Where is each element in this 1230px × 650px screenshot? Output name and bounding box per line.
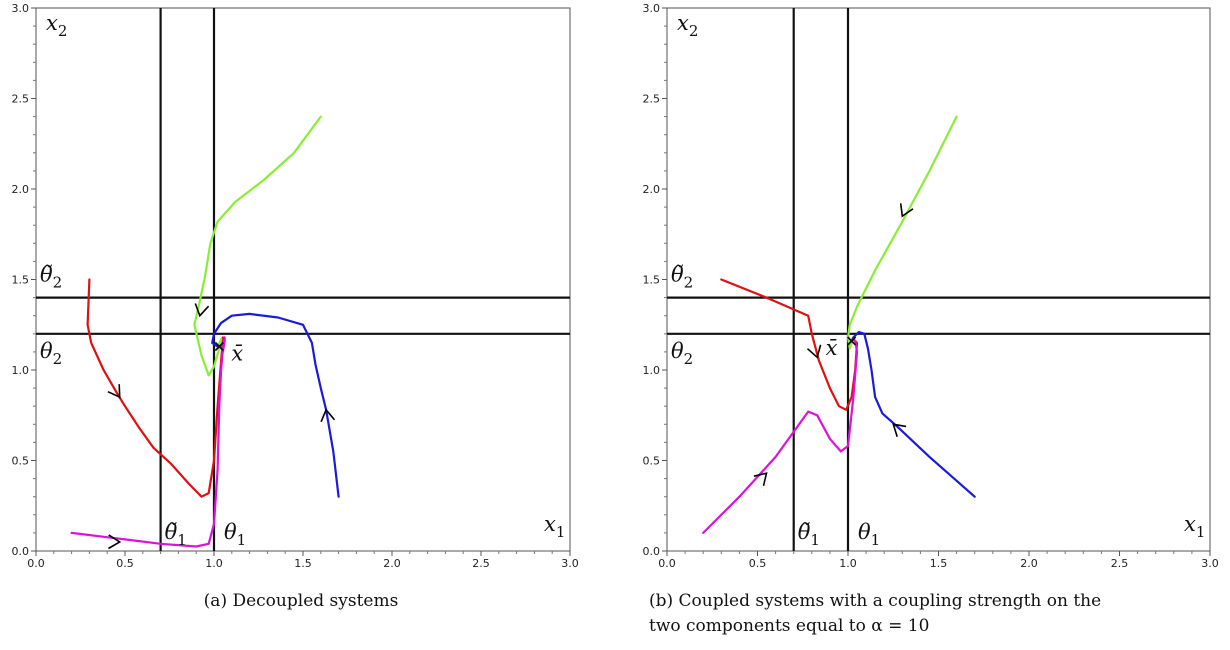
theta1-tilde-label-symbol: θ̃ — [165, 520, 178, 544]
equilibrium-label: x̄ — [231, 341, 243, 365]
theta1-label-symbol: θ — [224, 520, 237, 544]
theta1-label: θ1 — [224, 520, 246, 549]
y-tick-label: 1.0 — [12, 364, 30, 377]
plot-frame — [666, 7, 1211, 552]
direction-arrow — [899, 203, 914, 218]
theta1-tilde-label-subscript: 1 — [177, 531, 187, 549]
x-tick-label: 0.5 — [749, 557, 767, 570]
theta2-label-subscript: 2 — [53, 350, 63, 368]
direction-arrow — [108, 534, 122, 550]
theta1-label-subscript: 1 — [871, 531, 881, 549]
theta2-label: θ2 — [671, 339, 693, 368]
direction-arrow — [892, 423, 907, 437]
caption-line-1: (b) Coupled systems with a coupling stre… — [649, 591, 1101, 611]
theta2-tilde-label-symbol: θ̃ — [40, 263, 53, 287]
equilibrium-marker — [846, 336, 857, 346]
x-tick-label: 2.5 — [472, 557, 490, 570]
theta2-tilde-label-subscript: 2 — [53, 274, 63, 292]
theta1-tilde-label: θ̃1 — [798, 520, 820, 549]
y-tick-label: 2.0 — [643, 183, 661, 196]
y-axis-label-subscript: 2 — [689, 22, 699, 40]
x-tick-label: 0.0 — [658, 557, 676, 570]
y-axis-label-symbol: x — [46, 11, 58, 35]
y-tick-label: 0.0 — [12, 545, 30, 558]
x-axis-label: x1 — [544, 512, 565, 541]
direction-arrow — [753, 472, 768, 486]
x-axis-label-symbol: x — [1184, 512, 1196, 536]
y-tick-label: 1.5 — [643, 274, 661, 287]
x-tick-label: 1.0 — [839, 557, 857, 570]
plot-frame — [35, 7, 571, 552]
direction-arrow — [320, 408, 336, 423]
theta2-tilde-label-subscript: 2 — [684, 274, 694, 292]
theta2-tilde-label-symbol: θ̃ — [671, 263, 684, 287]
y-tick-label: 1.0 — [643, 364, 661, 377]
y-tick-label: 2.5 — [643, 93, 661, 106]
y-tick-label: 2.5 — [12, 93, 30, 106]
x-tick-label: 1.5 — [930, 557, 948, 570]
caption: (a) Decoupled systems — [204, 591, 399, 611]
y-tick-label: 0.0 — [643, 545, 661, 558]
theta2-tilde-label: θ̃2 — [40, 263, 62, 292]
y-axis-label: x2 — [46, 11, 67, 40]
trajectory-line-4 — [70, 336, 226, 548]
y-tick-label: 3.0 — [643, 2, 661, 15]
x-tick-label: 3.0 — [561, 557, 579, 570]
trajectory-line-4 — [702, 339, 859, 535]
theta2-label: θ2 — [40, 339, 62, 368]
y-tick-label: 1.5 — [12, 274, 30, 287]
theta1-tilde-label-symbol: θ̃ — [798, 520, 811, 544]
theta1-label-subscript: 1 — [237, 531, 247, 549]
trajectory-line-2 — [193, 115, 322, 377]
x-tick-label: 1.5 — [294, 557, 312, 570]
theta2-label-subscript: 2 — [684, 350, 694, 368]
y-tick-label: 0.5 — [12, 455, 30, 468]
panel-a: 0.0 0.5 1.0 1.5 2.0 2.5 3.0 0.0 0.5 1.0 1.5 2.0 2.5 3… — [12, 2, 579, 611]
theta1-label: θ1 — [858, 520, 880, 549]
theta2-label-symbol: θ — [40, 339, 53, 363]
direction-arrow — [806, 344, 822, 359]
y-tick-label: 2.0 — [12, 183, 30, 196]
trajectory-line-3 — [211, 312, 340, 498]
equilibrium-label: x̄ — [826, 336, 838, 360]
theta1-tilde-label-subscript: 1 — [810, 531, 820, 549]
trajectory-line-2 — [846, 115, 958, 350]
theta1-tilde-label: θ̃1 — [165, 520, 187, 549]
y-axis-label-symbol: x — [677, 11, 689, 35]
x-tick-label: 2.0 — [383, 557, 401, 570]
panel-b: 0.0 0.5 1.0 1.5 2.0 2.5 3.0 0.0 0.5 1.0 1.5 2.0 2.5 3… — [643, 2, 1219, 636]
equilibrium-marker — [214, 341, 224, 352]
x-tick-label: 0.0 — [27, 557, 45, 570]
direction-arrow — [194, 303, 210, 318]
theta2-label-symbol: θ — [671, 339, 684, 363]
y-tick-label: 0.5 — [643, 455, 661, 468]
x-tick-label: 0.5 — [116, 557, 134, 570]
x-tick-label: 2.0 — [1020, 557, 1038, 570]
y-tick-label: 3.0 — [12, 2, 30, 15]
x-axis-label-symbol: x — [544, 512, 556, 536]
x-tick-label: 3.0 — [1201, 557, 1219, 570]
y-axis-label: x2 — [677, 11, 698, 40]
trajectory-line-3 — [850, 330, 976, 498]
y-axis-label-subscript: 2 — [58, 22, 68, 40]
theta1-label-symbol: θ — [858, 520, 871, 544]
caption-line-2: two components equal to α = 10 — [649, 616, 929, 636]
theta2-tilde-label: θ̃2 — [671, 263, 693, 292]
x-tick-label: 2.5 — [1111, 557, 1129, 570]
x-tick-label: 1.0 — [205, 557, 223, 570]
x-axis-label-subscript: 1 — [556, 523, 566, 541]
x-axis-label: x1 — [1184, 512, 1205, 541]
direction-arrow — [107, 384, 121, 399]
x-axis-label-subscript: 1 — [1196, 523, 1206, 541]
